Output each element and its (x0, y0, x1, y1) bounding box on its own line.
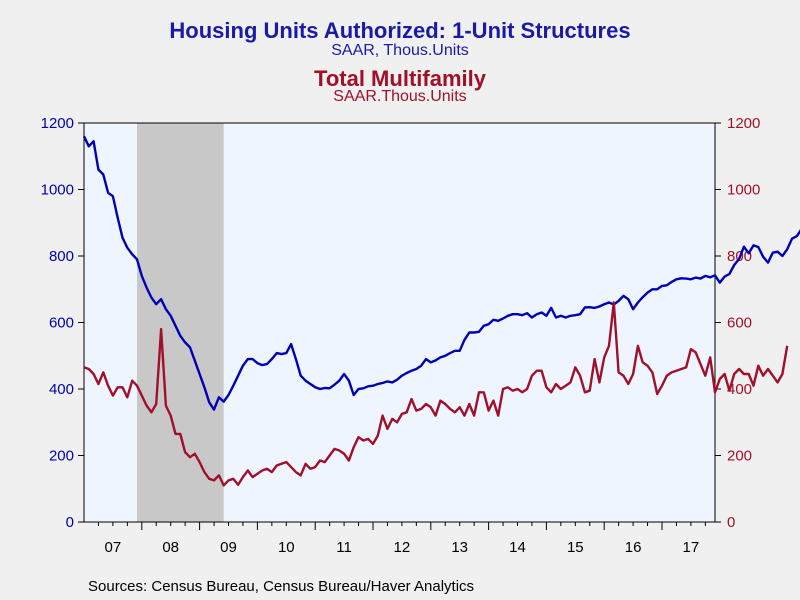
y-tick-label-left: 0 (66, 514, 74, 531)
y-tick-label-right: 1200 (727, 115, 760, 132)
series-line-multifamily (83, 301, 789, 487)
x-tick-label: 09 (220, 539, 237, 556)
source-note: Sources: Census Bureau, Census Bureau/Ha… (88, 578, 475, 595)
y-tick-label-right: 0 (727, 514, 735, 531)
recession-shade (137, 123, 224, 522)
x-tick-label: 17 (683, 539, 700, 556)
y-tick-label-right: 200 (727, 448, 752, 465)
x-tick-label: 07 (105, 539, 122, 556)
y-tick-label-right: 400 (727, 381, 752, 398)
chart-subtitle: SAAR, Thous.Units (331, 42, 469, 59)
x-tick-label: 08 (162, 539, 179, 556)
x-tick-label: 14 (509, 539, 526, 556)
y-tick-label-left: 1000 (41, 182, 74, 199)
y-tick-label-left: 800 (49, 248, 74, 265)
chart-title: Housing Units Authorized: 1-Unit Structu… (169, 18, 631, 43)
x-tick-label: 12 (394, 539, 411, 556)
y-tick-label-left: 600 (49, 315, 74, 332)
x-tick-label: 13 (451, 539, 468, 556)
x-tick-label: 15 (567, 539, 584, 556)
y-tick-label-left: 400 (49, 381, 74, 398)
chart-subtitle-2: SAAR.Thous.Units (333, 88, 467, 105)
x-tick-label: 10 (278, 539, 295, 556)
y-tick-label-right: 600 (727, 315, 752, 332)
y-tick-label-left: 200 (49, 448, 74, 465)
series-line-1unit (82, 135, 800, 411)
x-tick-label: 11 (336, 539, 352, 556)
y-tick-label-right: 1000 (727, 182, 760, 199)
x-tick-label: 16 (625, 539, 642, 556)
chart-title-2: Total Multifamily (314, 66, 486, 91)
y-tick-label-left: 1200 (41, 115, 74, 132)
